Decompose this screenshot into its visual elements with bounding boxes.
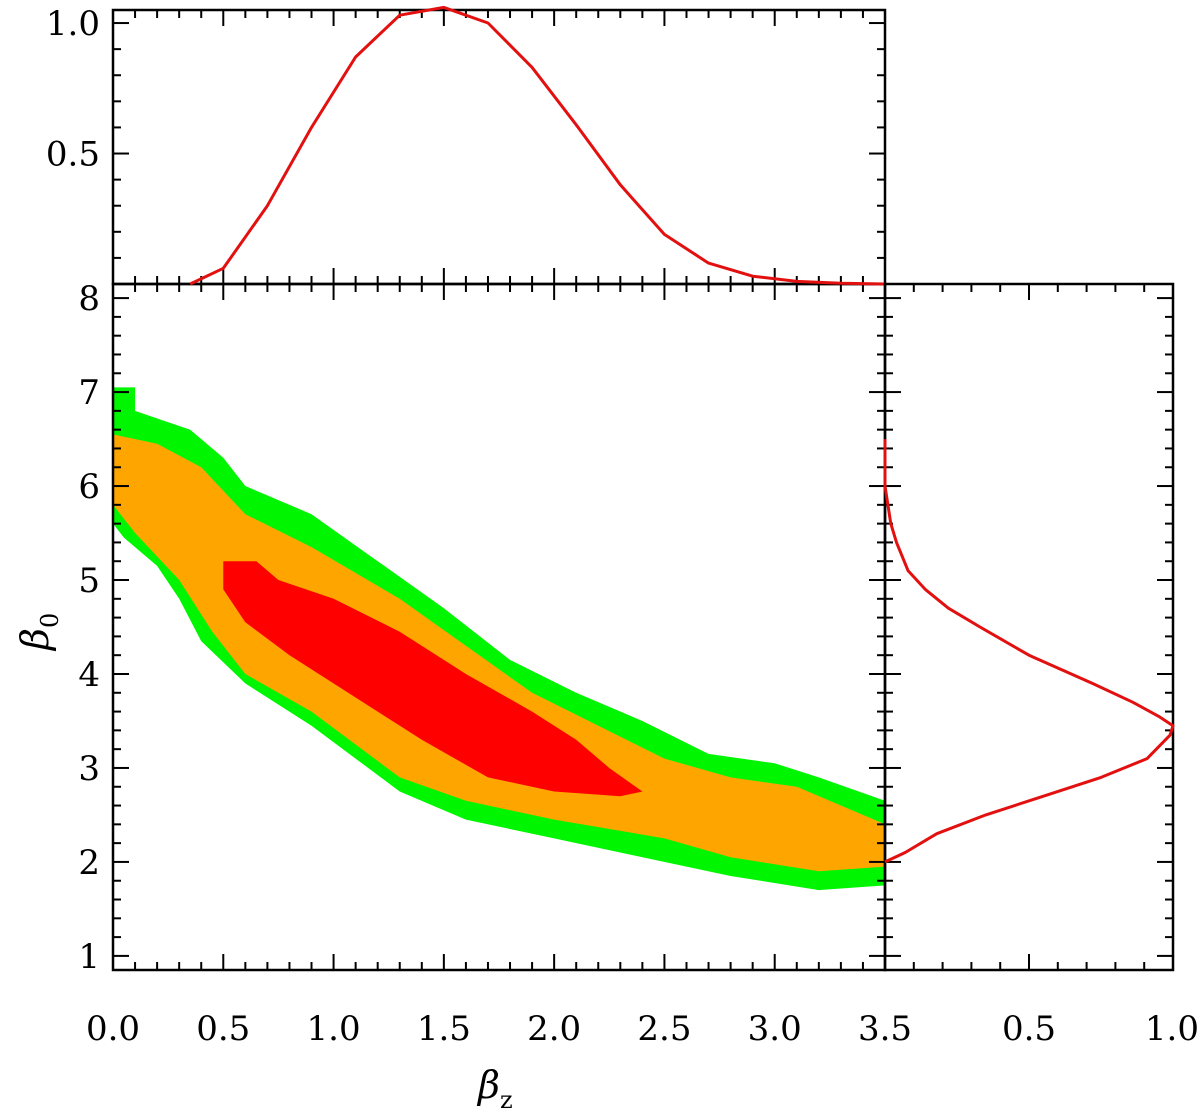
x-tick-labels: 0.0 0.5 1.0 1.5 2.0 2.5 3.0 3.5: [86, 1009, 912, 1049]
y-tick-label: 6: [78, 467, 100, 507]
contour-regions: [113, 387, 885, 891]
x-tick-label: 3.0: [748, 1009, 802, 1049]
right-x-tick-label: 1.0: [1145, 1009, 1199, 1049]
right-marginal-curve: [883, 439, 1175, 864]
y-tick-labels: 1 2 3 4 5 6 7 8: [78, 279, 100, 977]
y-tick-label: 8: [78, 279, 100, 319]
y-tick-label: 4: [78, 655, 100, 695]
y-tick-label: 5: [78, 561, 100, 601]
right-x-tick-label: 0.5: [1002, 1009, 1056, 1049]
top-marginal-panel: 0.5 1.0: [46, 4, 887, 286]
y-tick-label: 1: [78, 937, 100, 977]
right-marginal-ticks: [885, 284, 1174, 970]
right-marginal-frame: [883, 282, 1175, 972]
y-tick-label: 3: [78, 749, 100, 789]
x-axis-title: βz: [476, 1063, 513, 1114]
right-marginal-panel: 0.5 1.0: [883, 282, 1199, 1049]
contour-panel: 0.0 0.5 1.0 1.5 2.0 2.5 3.0 3.5 1 2 3 4 5 6 7 8: [78, 279, 912, 1049]
y-tick-label: 2: [78, 843, 100, 883]
x-tick-label: 2.5: [637, 1009, 691, 1049]
top-y-tick-label: 1.0: [46, 4, 100, 44]
y-axis-title-group: β0: [13, 613, 64, 652]
x-tick-label: 1.5: [417, 1009, 471, 1049]
top-y-tick-label: 0.5: [46, 135, 100, 175]
contour-middle: [113, 434, 885, 872]
right-marginal-x-labels: 0.5 1.0: [1002, 1009, 1199, 1049]
x-tick-label: 1.0: [307, 1009, 361, 1049]
top-marginal-ticks: [112, 10, 886, 284]
contour-outer: [113, 387, 885, 891]
contour-inner: [223, 561, 643, 797]
top-marginal-y-labels: 0.5 1.0: [46, 4, 100, 174]
x-tick-label: 3.5: [858, 1009, 912, 1049]
x-tick-label: 0.5: [196, 1009, 250, 1049]
y-axis-title: β0: [13, 613, 64, 652]
x-tick-label: 0.0: [86, 1009, 140, 1049]
y-tick-label: 7: [78, 373, 100, 413]
top-marginal-frame: [111, 8, 887, 286]
top-marginal-curve: [189, 5, 886, 286]
x-tick-label: 2.0: [527, 1009, 581, 1049]
